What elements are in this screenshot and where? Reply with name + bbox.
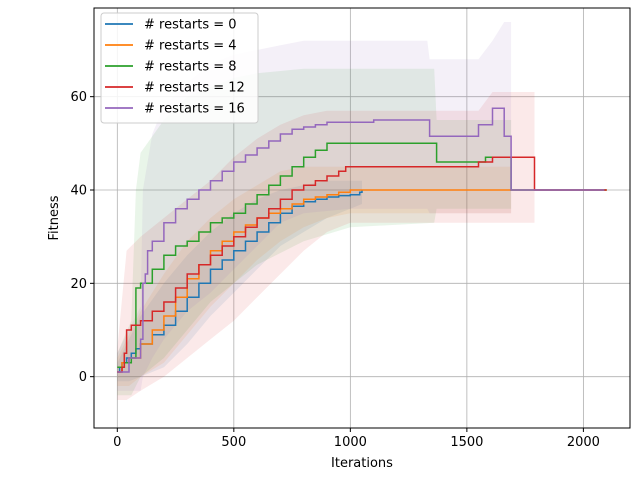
legend-label-0: # restarts = 0: [144, 18, 237, 33]
series-line-1: [117, 189, 607, 373]
series-line-4: [117, 107, 605, 373]
series-band-3: [117, 92, 535, 400]
axis-ticks: 0 500 1000 1500 2000 0 20 40 60: [70, 90, 599, 450]
legend-label-3: # restarts = 12: [144, 81, 245, 96]
y-tick-label: 0: [79, 370, 87, 385]
series-line-0: [117, 190, 363, 373]
legend: # restarts = 0 # restarts = 4 # restarts =…: [100, 12, 259, 124]
x-tick-label: 0: [113, 435, 121, 450]
x-tick-label: 1500: [450, 435, 483, 450]
series-band-1: [117, 166, 512, 386]
x-axis-label: Iterations: [331, 456, 393, 471]
legend-label-4: # restarts = 16: [144, 102, 245, 117]
series-band-2: [117, 68, 512, 396]
series-line-2: [117, 142, 607, 369]
axes-frame: [93, 7, 631, 429]
y-tick-label: 60: [70, 90, 87, 105]
x-tick-label: 500: [221, 435, 246, 450]
y-axis-label: Fitness: [47, 195, 62, 240]
x-tick-label: 2000: [567, 435, 600, 450]
y-tick-label: 40: [70, 184, 87, 199]
legend-label-2: # restarts = 8: [144, 60, 237, 75]
legend-label-1: # restarts = 4: [144, 39, 237, 54]
y-tick-label: 20: [70, 277, 87, 292]
series-band-0: [117, 180, 362, 382]
x-tick-label: 1000: [334, 435, 367, 450]
series-line-3: [117, 156, 607, 373]
legend-box: [100, 12, 259, 124]
